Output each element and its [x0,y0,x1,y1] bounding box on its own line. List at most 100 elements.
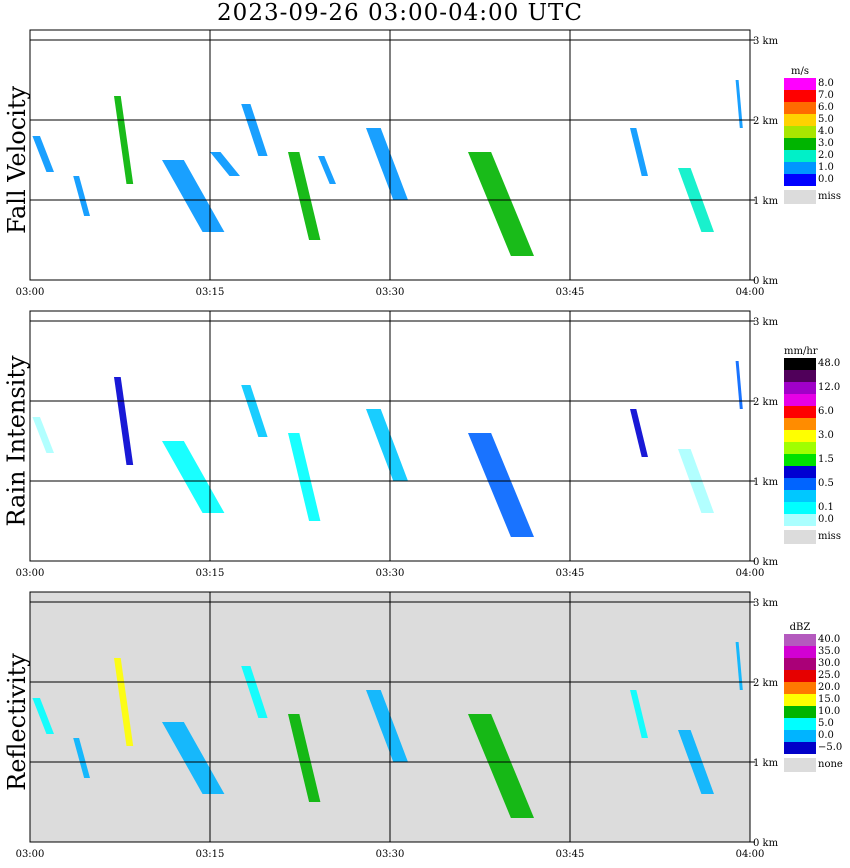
echo-streak [468,714,534,818]
echo-streak [735,361,743,409]
fall-velocity-plot: 03:00 03:15 03:30 03:45 04:000 km 1 km 2 km 3 k… [16,29,779,298]
legend-entry: 40.0 [784,634,844,646]
legend-entry: −5.0 [784,742,844,754]
legend-swatch [784,102,816,114]
legend-swatch [784,706,816,718]
legend-swatch [784,370,816,382]
legend-entry [784,418,844,430]
echo-streak [210,152,240,176]
legend-label: 1.5 [818,454,834,465]
x-tick-label: 03:00 [16,849,45,860]
echo-streak [468,433,534,537]
legend-entry: 0.5 [784,478,844,490]
legend-label: 0.1 [818,502,834,513]
legend-swatch [784,730,816,742]
echo-streak [288,433,321,521]
legend-label: −5.0 [818,742,843,753]
legend-label: 5.0 [818,718,834,729]
echo-streak [114,96,134,184]
echo-streak [241,666,268,718]
fall-velocity-legend: m/s 8.0 7.0 6.0 5.0 4.0 3.0 2.0 1.0 0.0 miss [784,66,844,204]
legend-entry: 25.0 [784,670,844,682]
legend-label: 0.0 [818,730,834,741]
echo-streak [162,160,225,232]
echo-streak [318,156,336,184]
legend-swatch [784,682,816,694]
y-tick-label: 1 km [753,758,779,769]
legend-label: 0.0 [818,174,834,185]
rain-intensity-panel: Rain Intensity 03:00 03:15 03:30 03:45 04:00… [0,301,850,581]
y-tick-label: 3 km [753,36,779,47]
reflectivity-plot: 03:00 03:15 03:30 03:45 04:000 km 1 km 2 km 3 k… [16,591,779,860]
reflectivity-legend: dBZ 40.0 35.0 30.0 25.0 20.0 15.0 10.0 5.0 0.0 −5.… [784,622,844,772]
legend-swatch [784,190,816,204]
echo-streak [366,128,408,200]
legend-swatch [784,442,816,454]
legend-entry [784,466,844,478]
echo-streak [468,152,534,256]
legend-swatch [784,406,816,418]
x-tick-label: 03:15 [196,287,225,298]
legend-entry: 5.0 [784,718,844,730]
x-tick-label: 03:15 [196,849,225,860]
x-tick-label: 04:00 [736,849,765,860]
legend-entry: 3.0 [784,430,844,442]
legend-entry: 30.0 [784,658,844,670]
legend-entry: 2.0 [784,150,844,162]
x-tick-label: 03:45 [556,287,585,298]
page-title: 2023-09-26 03:00-04:00 UTC [217,0,583,26]
y-tick-label: 0 km [753,838,779,849]
legend-label: 12.0 [818,382,841,393]
legend-swatch [784,670,816,682]
legend-label: 6.0 [818,406,834,417]
legend-entry: 1.0 [784,162,844,174]
legend-entry: 6.0 [784,102,844,114]
legend-label: 1.0 [818,162,834,173]
legend-label: 8.0 [818,78,834,89]
legend-entry: 3.0 [784,138,844,150]
legend-swatch [784,758,816,772]
echo-streak [366,690,408,762]
y-tick-label: 3 km [753,317,779,328]
legend-label: 5.0 [818,114,834,125]
legend-entry [784,394,844,406]
plot-frame [29,591,751,843]
y-tick-label: 2 km [753,116,779,127]
legend-entry: 12.0 [784,382,844,394]
y-tick-label: 0 km [753,557,779,568]
legend-label: 35.0 [818,646,841,657]
legend-swatch [784,394,816,406]
legend-swatch [784,418,816,430]
echo-streak [114,658,134,746]
echo-streak [630,690,648,738]
reflectivity-panel: Reflectivity 03:00 03:15 03:30 03:45 04:00 0 … [0,582,850,862]
y-tick-label: 3 km [753,598,779,609]
legend-entry: 1.5 [784,454,844,466]
legend-swatch [784,658,816,670]
legend-swatch [784,90,816,102]
legend-label: 3.0 [818,430,834,441]
legend-swatch [784,454,816,466]
legend-label: 6.0 [818,102,834,113]
echo-streak [114,377,134,465]
fall-velocity-panel: Fall Velocity 03:00 03:15 03:30 03:45 04:00 0… [0,20,850,300]
legend-swatch [784,126,816,138]
legend-entry: 10.0 [784,706,844,718]
legend-entry: 35.0 [784,646,844,658]
legend-label: miss [818,191,841,202]
legend-label: 7.0 [818,90,834,101]
legend-label: 3.0 [818,138,834,149]
plot-frame [29,310,751,562]
legend-label: 25.0 [818,670,841,681]
legend-swatch [784,382,816,394]
legend-unit: mm/hr [784,346,818,357]
x-tick-label: 04:00 [736,287,765,298]
legend-entry: 0.0 [784,174,844,186]
echo-streak [630,128,648,176]
x-tick-label: 03:00 [16,287,45,298]
x-tick-label: 03:30 [376,568,405,579]
legend-entry: 0.1 [784,502,844,514]
x-tick-label: 03:45 [556,849,585,860]
legend-swatch [784,466,816,478]
legend-swatch [784,490,816,502]
